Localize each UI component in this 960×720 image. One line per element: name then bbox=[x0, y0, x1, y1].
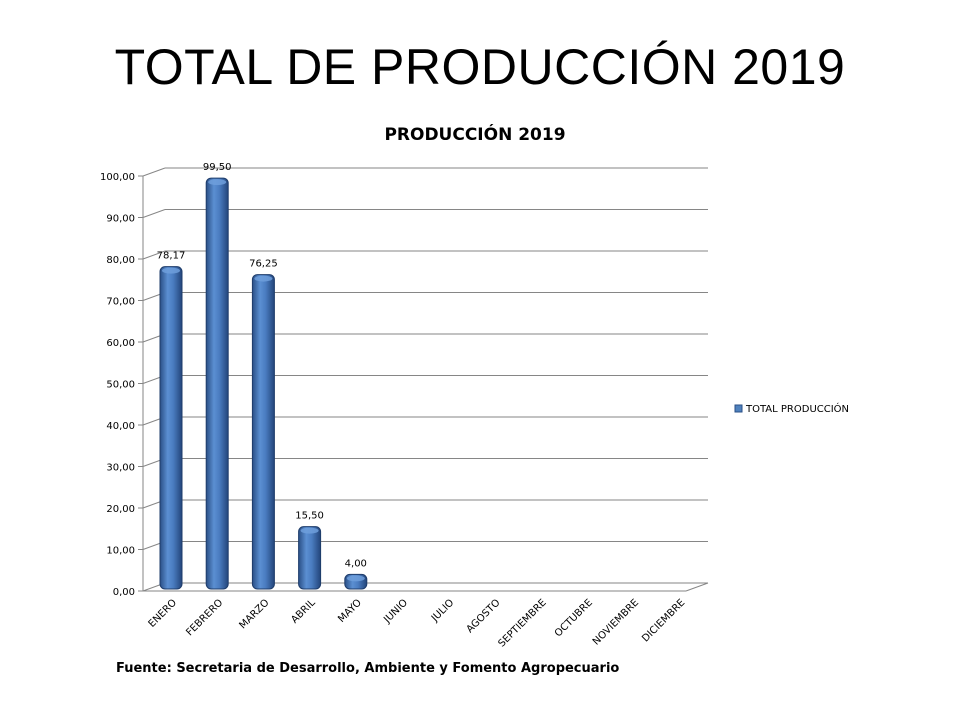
y-tick-label: 80,00 bbox=[106, 255, 135, 266]
x-tick-label: JUNIO bbox=[381, 597, 410, 626]
x-tick-label: OCTUBRE bbox=[553, 597, 595, 639]
y-tick-label: 90,00 bbox=[106, 214, 135, 225]
bar bbox=[298, 526, 322, 590]
x-tick-label: DICIEMBRE bbox=[640, 597, 687, 644]
x-tick-label: AGOSTO bbox=[465, 597, 503, 635]
y-tick-label: 10,00 bbox=[106, 546, 135, 557]
bar bbox=[159, 266, 183, 590]
x-tick-label: NOVIEMBRE bbox=[591, 597, 641, 647]
x-tick-label: MAYO bbox=[336, 597, 364, 625]
bar bbox=[205, 177, 229, 590]
data-label: 4,00 bbox=[345, 558, 367, 569]
y-tick-label: 50,00 bbox=[106, 380, 135, 391]
slide-title: TOTAL DE PRODUCCIÓN 2019 bbox=[114, 39, 846, 95]
x-tick-label: ABRIL bbox=[289, 597, 318, 626]
x-tick-label: MARZO bbox=[237, 597, 271, 631]
source-note: Fuente: Secretaria de Desarrollo, Ambien… bbox=[116, 661, 620, 676]
x-tick-label: JULIO bbox=[429, 597, 456, 624]
y-tick-label: 0,00 bbox=[113, 587, 135, 598]
y-tick-label: 20,00 bbox=[106, 504, 135, 515]
y-tick-label: 30,00 bbox=[106, 463, 135, 474]
bar bbox=[344, 573, 368, 590]
legend: TOTAL PRODUCCIÓN bbox=[734, 402, 849, 415]
data-label: 78,17 bbox=[157, 251, 186, 262]
bar bbox=[251, 274, 275, 590]
data-label: 76,25 bbox=[249, 259, 278, 270]
y-tick-label: 100,00 bbox=[100, 172, 135, 183]
data-label: 99,50 bbox=[203, 162, 232, 173]
y-tick-label: 70,00 bbox=[106, 297, 135, 308]
legend-label: TOTAL PRODUCCIÓN bbox=[745, 402, 849, 415]
chart-title: PRODUCCIÓN 2019 bbox=[384, 123, 565, 145]
x-tick-label: FEBRERO bbox=[184, 597, 225, 638]
data-label: 15,50 bbox=[295, 511, 324, 522]
x-tick-label: SEPTIEMBRE bbox=[497, 597, 549, 649]
x-tick-label: ENERO bbox=[147, 597, 180, 630]
y-tick-label: 40,00 bbox=[106, 421, 135, 432]
y-tick-label: 60,00 bbox=[106, 338, 135, 349]
legend-swatch bbox=[734, 404, 743, 413]
